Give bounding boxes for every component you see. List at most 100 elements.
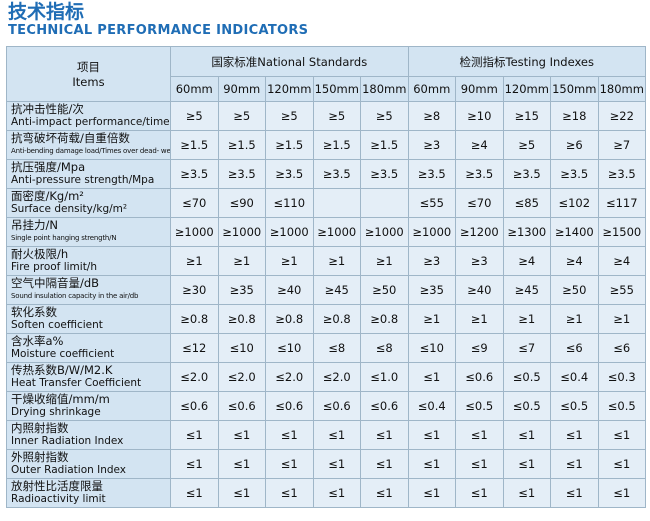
row-label-en: Fire proof limit/h (11, 261, 97, 273)
value-cell: ≥0.8 (217, 304, 266, 334)
column-header: 180mm (360, 76, 409, 102)
data-row: 外照射指数 Outer Radiation Index ≤1 ≤1 ≤1 ≤1 ≤1 ≤1 ≤1… (6, 449, 647, 479)
value-cell: ≤1 (407, 420, 457, 450)
value-cell: ≤0.4 (407, 391, 457, 421)
value-cell: ≤1 (312, 420, 361, 450)
value-cell: ≤90 (217, 188, 266, 218)
value-cell: ≤7 (502, 333, 552, 363)
value-cell: ≥1 (312, 246, 361, 276)
value-cell: ≥1 (550, 304, 599, 334)
value-cell: ≥3 (407, 246, 457, 276)
row-label-cn: 吊挂力/N (11, 218, 58, 232)
value-cell: ≥3.5 (312, 159, 361, 189)
value-cell: ≥1000 (407, 217, 457, 247)
data-row: 放射性比活度限量 Radioactivity limit ≤1 ≤1 ≤1 ≤1 ≤1 ≤1 ≤… (6, 478, 647, 508)
data-row: 含水率a% Moisture coefficient ≤12 ≤10 ≤10 ≤8 ≤8 ≤1… (6, 333, 647, 363)
row-label: 放射性比活度限量 Radioactivity limit (6, 478, 171, 508)
value-cell: ≤8 (360, 333, 409, 363)
value-cell: ≤1 (217, 420, 266, 450)
value-cell: ≤6 (597, 333, 647, 363)
column-header: 60mm (407, 76, 457, 102)
value-cell: ≤1 (360, 478, 409, 508)
value-cell: ≥30 (170, 275, 219, 305)
value-cell: ≥50 (550, 275, 599, 305)
row-label-cn: 面密度/Kg/m² (11, 189, 84, 203)
value-cell: ≥1500 (597, 217, 647, 247)
value-cell: ≥1 (502, 304, 552, 334)
value-cell: ≥3.5 (265, 159, 314, 189)
value-cell: ≤1 (597, 420, 647, 450)
data-row: 抗压强度/Mpa Anti-pressure strength/Mpa ≥3.5 ≥3… (6, 159, 647, 189)
value-cell: ≤1 (407, 478, 457, 508)
value-cell: ≥1 (597, 304, 647, 334)
value-cell: ≤1 (550, 449, 599, 479)
value-cell: ≥0.8 (360, 304, 409, 334)
row-label-cn: 抗弯破坏荷载/自重倍数 (11, 131, 130, 145)
value-cell: ≤0.6 (360, 391, 409, 421)
data-row: 内照射指数 Inner Radiation Index ≤1 ≤1 ≤1 ≤1 ≤1 ≤1 ≤1… (6, 420, 647, 450)
value-cell: ≥1.5 (170, 130, 219, 160)
row-label-en: Heat Transfer Coefficient (11, 377, 142, 389)
value-cell: ≥15 (502, 101, 552, 131)
row-label: 含水率a% Moisture coefficient (6, 333, 171, 363)
column-header: 90mm (217, 76, 266, 102)
header-row: 60mm 90mm 120mm 150mm 180mm 60mm 90mm 120mm 150m… (7, 76, 647, 102)
row-label: 抗冲击性能/次 Anti-impact performance/times (6, 101, 171, 131)
value-cell: ≥1000 (312, 217, 361, 247)
value-cell: ≤1 (312, 449, 361, 479)
group-header: 国家标准National Standards (170, 46, 409, 77)
value-cell: ≥1000 (265, 217, 314, 247)
value-cell: ≤1 (550, 420, 599, 450)
value-cell: ≥4 (597, 246, 647, 276)
row-label-cn: 传热系数B/W/M2.K (11, 363, 113, 377)
row-label-cn: 耐火极限/h (11, 247, 69, 261)
item-header-en: Items (72, 75, 105, 89)
value-cell: ≤117 (597, 188, 647, 218)
value-cell: ≥1.5 (360, 130, 409, 160)
value-cell: ≥45 (502, 275, 552, 305)
value-cell: ≤6 (550, 333, 599, 363)
value-cell: ≥5 (217, 101, 266, 131)
value-cell: ≤1 (502, 478, 552, 508)
row-label-cn: 干燥收缩值/mm/m (11, 392, 110, 406)
value-cell: ≤0.4 (550, 362, 599, 392)
value-cell: ≤2.0 (312, 362, 361, 392)
value-cell: ≤1 (170, 449, 219, 479)
value-cell: ≤110 (265, 188, 314, 218)
value-cell: ≥3 (407, 130, 457, 160)
value-cell: ≥3.5 (597, 159, 647, 189)
data-row: 软化系数 Soften coefficient ≥0.8 ≥0.8 ≥0.8 ≥0.8 ≥0… (6, 304, 647, 334)
row-label-en: Single point hanging strength/N (11, 234, 117, 242)
value-cell: ≥4 (502, 246, 552, 276)
row-label: 耐火极限/h Fire proof limit/h (6, 246, 171, 276)
value-cell: ≥5 (502, 130, 552, 160)
header-row: 项目 Items 国家标准National Standards 检测指标Testing… (6, 46, 647, 102)
value-cell: ≤1 (360, 420, 409, 450)
value-cell: ≥3.5 (502, 159, 552, 189)
data-row: 干燥收缩值/mm/m Drying shrinkage ≤0.6 ≤0.6 ≤0.6 ≤0… (6, 391, 647, 421)
value-cell: ≥1 (455, 304, 504, 334)
value-cell: ≤102 (550, 188, 599, 218)
row-label-en: Soften coefficient (11, 319, 103, 331)
value-cell: ≤1 (502, 420, 552, 450)
value-cell: ≥3.5 (550, 159, 599, 189)
value-cell: ≥1 (217, 246, 266, 276)
value-cell: ≤1 (597, 478, 647, 508)
value-cell: ≤55 (407, 188, 457, 218)
value-cell: ≤70 (455, 188, 504, 218)
value-cell: ≥55 (597, 275, 647, 305)
group-header: 检测指标Testing Indexes (407, 46, 647, 77)
value-cell: ≥1 (360, 246, 409, 276)
value-cell: ≤85 (502, 188, 552, 218)
value-cell: ≤0.6 (312, 391, 361, 421)
row-label-cn: 抗压强度/Mpa (11, 160, 86, 174)
value-cell: ≥1000 (217, 217, 266, 247)
value-cell: ≥4 (550, 246, 599, 276)
row-label-cn: 软化系数 (11, 305, 57, 319)
value-cell: ≥1000 (360, 217, 409, 247)
value-cell: ≤1 (170, 478, 219, 508)
value-cell: ≤1 (312, 478, 361, 508)
value-cell: ≤1 (502, 449, 552, 479)
value-cell: ≥40 (265, 275, 314, 305)
